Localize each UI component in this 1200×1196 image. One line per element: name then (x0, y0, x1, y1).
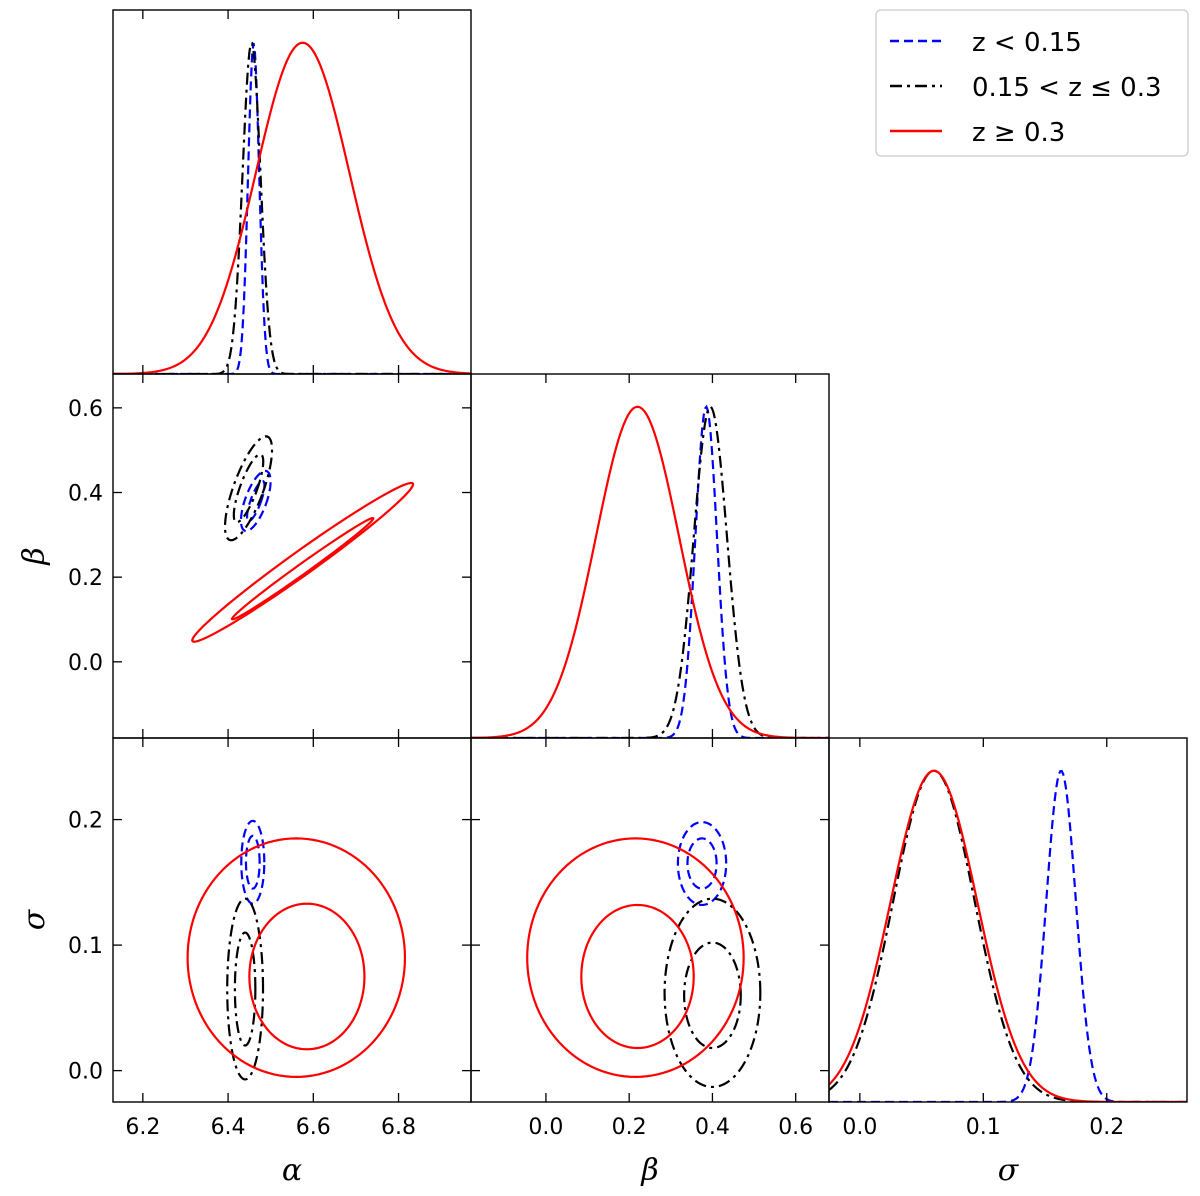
contour-alpha_beta-series-0-level-1 (239, 469, 272, 533)
contour-alpha_sigma-series-0-level-0 (244, 834, 261, 890)
y-tick-label-beta: 0.2 (68, 566, 103, 591)
x-tick-label-beta: 0.2 (612, 1115, 647, 1140)
y-tick-label-sigma: 0.1 (68, 934, 103, 959)
x-axis-label-alpha: α (282, 1153, 302, 1188)
x-tick-label-alpha: 6.2 (125, 1115, 160, 1140)
x-axis-label-sigma: σ (998, 1153, 1020, 1188)
contour-alpha_sigma-series-1-level-1 (226, 897, 265, 1081)
contour-beta_sigma-series-2-level-0 (580, 903, 695, 1050)
x-tick-label-sigma: 0.1 (966, 1115, 1001, 1140)
marginal-sigma-series-1 (829, 769, 1187, 1102)
plot-area (191, 435, 415, 643)
y-tick-label-beta: 0.0 (68, 651, 103, 676)
legend: z < 0.15 0.15 < z ≤ 0.3 z ≥ 0.3 (875, 9, 1189, 157)
x-tick-label-beta: 0.6 (778, 1115, 813, 1140)
legend-box (875, 9, 1189, 157)
marginal-beta-series-2 (471, 405, 829, 738)
panel-beta-alpha: 0.0 0.2 0.4 0.6 (68, 373, 472, 739)
marginal-alpha-series-2 (113, 41, 471, 374)
panel-sigma-alpha: 6.2 6.4 6.6 6.8 0.0 0.1 0.2 (68, 737, 472, 1140)
legend-label-low-z: z < 0.15 (972, 28, 1082, 58)
x-axis-label-beta: β (640, 1153, 658, 1188)
panel-frame (112, 9, 472, 375)
panel-frame (470, 737, 830, 1103)
plot-area (186, 819, 407, 1081)
marginal-sigma-series-2 (829, 769, 1187, 1102)
plot-area (113, 41, 471, 374)
y-tick-label-beta: 0.6 (68, 397, 103, 422)
y-tick-label-sigma: 0.2 (68, 809, 103, 834)
legend-label-mid-z: 0.15 < z ≤ 0.3 (972, 73, 1162, 103)
panel-frame (470, 373, 830, 739)
plot-area (829, 769, 1187, 1102)
legend-label-high-z: z ≥ 0.3 (972, 118, 1065, 148)
panel-frame (828, 737, 1188, 1103)
y-tick-label-sigma: 0.0 (68, 1060, 103, 1085)
plot-area (471, 404, 829, 738)
contour-alpha_sigma-series-2-level-0 (248, 902, 366, 1051)
contour-alpha_beta-series-2-level-1 (191, 481, 415, 643)
panel-sigma-sigma: 0.0 0.1 0.2 (828, 737, 1188, 1140)
panel-beta-beta (470, 373, 830, 739)
marginal-alpha-series-1 (113, 41, 471, 374)
y-tick-label-beta: 0.4 (68, 482, 103, 507)
contour-beta_sigma-series-1-level-0 (683, 941, 742, 1050)
panels-layer: 0.00.20.40.66.2 6.4 6.6 6.80.00.10.20.0 0.2 0… (17, 9, 1188, 1188)
y-axis-label-beta: β (17, 547, 52, 565)
contour-alpha_sigma-series-0-level-1 (240, 819, 266, 905)
marginal-alpha-series-0 (113, 42, 471, 374)
contour-beta_sigma-series-0-level-0 (686, 837, 718, 890)
contour-alpha_beta-series-1-level-1 (223, 435, 274, 542)
panel-alpha-alpha (112, 9, 472, 375)
x-tick-label-alpha: 6.4 (211, 1115, 246, 1140)
contour-alpha_beta-series-2-level-0 (230, 516, 375, 621)
contour-alpha_sigma-series-2-level-1 (186, 837, 407, 1079)
x-tick-label-beta: 0.0 (528, 1115, 563, 1140)
x-tick-label-sigma: 0.0 (842, 1115, 877, 1140)
contour-beta_sigma-series-0-level-1 (676, 820, 728, 907)
marginal-beta-series-0 (471, 404, 829, 738)
contour-alpha_sigma-series-1-level-0 (233, 931, 257, 1047)
marginal-beta-series-1 (471, 405, 829, 738)
x-tick-label-sigma: 0.2 (1089, 1115, 1124, 1140)
panel-sigma-beta: 0.0 0.2 0.4 0.6 (470, 737, 830, 1140)
plot-area (526, 820, 762, 1089)
contour-alpha_beta-series-1-level-0 (232, 453, 265, 524)
x-tick-label-alpha: 6.8 (381, 1115, 416, 1140)
x-tick-label-alpha: 6.6 (296, 1115, 331, 1140)
contour-beta_sigma-series-1-level-1 (663, 897, 762, 1089)
x-tick-label-beta: 0.4 (695, 1115, 730, 1140)
contour-beta_sigma-series-2-level-1 (526, 837, 745, 1079)
y-axis-label-sigma: σ (17, 908, 52, 930)
